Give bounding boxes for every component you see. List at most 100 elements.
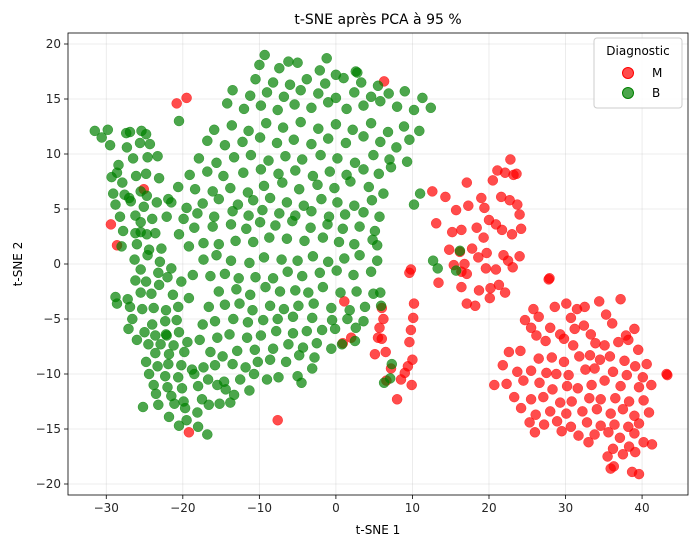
data-point-b [331, 265, 342, 276]
data-point-m [515, 345, 526, 357]
data-point-b [267, 273, 279, 284]
data-point-b [242, 187, 254, 198]
data-point-b [141, 190, 153, 202]
data-point-b [148, 379, 159, 391]
data-point-m [469, 300, 481, 312]
data-point-b [365, 117, 377, 129]
data-point-b [192, 407, 203, 418]
data-point-b [283, 339, 294, 350]
data-point-b [110, 199, 121, 210]
data-point-m [514, 209, 525, 220]
data-point-b [317, 281, 329, 293]
data-point-b [243, 125, 254, 137]
data-point-b [368, 149, 379, 161]
data-point-b [153, 172, 165, 184]
data-point-m [572, 383, 584, 394]
data-point-m [595, 394, 606, 405]
data-point-b [187, 269, 199, 281]
data-point-b [315, 149, 326, 161]
data-point-m [637, 372, 649, 383]
data-point-b [311, 337, 323, 349]
data-point-b [179, 402, 191, 414]
data-point-m [487, 175, 499, 186]
data-point-b [317, 232, 329, 243]
data-point-b [213, 286, 225, 297]
data-point-m [617, 403, 629, 415]
data-point-b [230, 235, 241, 247]
data-point-m [561, 298, 572, 309]
data-point-b [306, 363, 318, 374]
data-point-b [372, 80, 384, 92]
data-point-b [140, 356, 152, 368]
data-point-b [244, 289, 256, 301]
data-point-b [330, 92, 342, 104]
data-point-m [506, 229, 518, 240]
data-point-b [176, 383, 188, 394]
data-point-b [391, 101, 403, 112]
data-point-b [296, 270, 308, 282]
data-point-b [296, 377, 307, 389]
data-point-b [264, 354, 276, 365]
data-point-m [546, 352, 558, 363]
data-point-b [335, 287, 346, 298]
data-point-b [238, 103, 250, 115]
data-point-b [192, 208, 203, 219]
data-point-b [227, 84, 238, 96]
data-point-m [623, 334, 634, 346]
data-point-b [414, 188, 426, 199]
data-point-b [142, 152, 153, 163]
data-point-b [162, 271, 173, 283]
data-point-b [290, 210, 301, 221]
data-point-b [375, 300, 387, 312]
data-point-b [378, 377, 390, 389]
data-point-b [208, 211, 220, 222]
data-point-b [391, 142, 402, 153]
x-tick-label: 0 [332, 501, 340, 515]
data-point-b [280, 150, 291, 162]
data-point-m [534, 377, 545, 389]
data-point-b [303, 287, 314, 298]
data-point-b [228, 152, 240, 163]
data-point-b [153, 279, 165, 291]
data-point-b [176, 359, 187, 371]
data-point-b [298, 200, 310, 211]
data-point-m [585, 329, 597, 340]
data-point-b [350, 322, 362, 334]
data-point-b [316, 193, 327, 205]
data-point-b [179, 346, 190, 358]
data-point-m [171, 98, 182, 109]
data-point-m [633, 418, 645, 429]
data-point-b [330, 119, 342, 130]
y-tick-label: −10 [36, 367, 61, 381]
data-point-b [127, 313, 138, 325]
data-point-b [244, 90, 256, 101]
data-point-b [371, 240, 383, 251]
data-point-m [395, 374, 407, 385]
data-point-b [225, 219, 237, 230]
data-point-b [143, 368, 155, 380]
data-point-b [340, 137, 352, 149]
data-point-b [289, 99, 300, 110]
data-point-b [205, 270, 216, 282]
data-point-m [433, 277, 444, 288]
data-point-m [544, 322, 556, 334]
data-point-m [489, 379, 500, 391]
data-point-b [260, 281, 271, 293]
data-point-b [270, 325, 282, 337]
data-point-b [267, 343, 279, 354]
data-point-b [305, 222, 316, 233]
data-point-b [193, 153, 205, 164]
x-tick-label: −10 [247, 501, 272, 515]
data-point-m [499, 287, 511, 298]
data-point-b [296, 154, 308, 165]
data-point-b [373, 168, 385, 180]
data-point-b [173, 420, 185, 431]
data-point-m [503, 346, 515, 358]
data-point-m [581, 417, 593, 428]
data-point-m [574, 351, 585, 362]
data-point-m [538, 419, 550, 430]
data-point-m [446, 226, 458, 238]
data-point-m [430, 218, 442, 229]
data-point-m [662, 369, 673, 381]
